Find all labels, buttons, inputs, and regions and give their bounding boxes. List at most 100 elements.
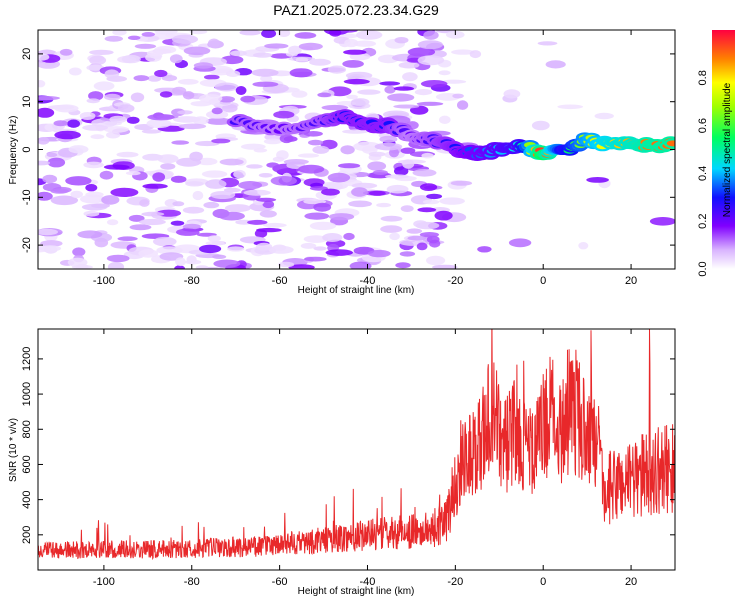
spectrogram-cell <box>312 145 330 154</box>
spectrogram-cell <box>357 89 381 95</box>
spectrogram-cell <box>438 70 451 76</box>
spectrogram-cell <box>264 43 289 49</box>
spectrogram-cell <box>356 30 383 40</box>
spectrogram-cell <box>72 247 86 257</box>
spectrogram-cell <box>207 235 221 242</box>
x-tick-label: -80 <box>184 275 200 287</box>
x-tick-label: 20 <box>625 275 637 287</box>
spectrogram-cell <box>170 220 185 226</box>
spectrogram-cell <box>387 93 415 102</box>
spectrogram-cell <box>304 212 330 220</box>
spectrogram-cell <box>291 90 308 98</box>
spectrogram-cell <box>152 172 166 182</box>
spectrogram-cell <box>104 93 121 101</box>
spectrogram-cell <box>128 214 145 222</box>
spectrogram-cell <box>537 41 558 46</box>
spectrogram-cell <box>42 174 58 184</box>
spectrogram-cell <box>508 238 532 248</box>
spectrogram-cell <box>426 235 440 244</box>
spectrogram-cell <box>340 145 355 155</box>
spectrogram-cell <box>106 131 121 139</box>
spectrogram-cell <box>251 68 279 77</box>
spectrogram-cell <box>196 157 218 166</box>
spectrogram-cell <box>309 221 337 231</box>
spectrogram-cell <box>238 181 263 190</box>
spectrogram-cell <box>185 181 204 187</box>
spectrogram-cell <box>171 140 189 145</box>
spectrogram-cell <box>393 86 414 91</box>
spectrogram-cell <box>223 187 241 193</box>
x-tick-label: -100 <box>93 576 115 588</box>
spectrogram-cell <box>317 92 332 98</box>
spectrogram-cell <box>226 70 241 77</box>
spectrogram-cell <box>205 117 233 125</box>
y-tick-label: 400 <box>21 490 33 508</box>
spectrogram-cell <box>451 49 475 55</box>
spectrogram-cell <box>400 147 416 154</box>
spectrogram-cell <box>117 104 135 113</box>
spectrogram-cell <box>407 235 427 241</box>
spectrogram-cell <box>50 195 79 206</box>
spectrogram-cell <box>545 60 566 69</box>
spectrogram-cell <box>50 188 69 194</box>
spectrogram-cell <box>402 159 415 169</box>
spectrogram-cell <box>82 124 108 131</box>
spectrogram-cell <box>222 103 238 113</box>
spectrogram-cell <box>177 78 199 85</box>
spectrogram-cell <box>259 210 277 218</box>
spectrogram-cell <box>138 218 166 226</box>
spectrogram-cell <box>133 75 150 82</box>
spectrogram-cell <box>289 68 313 78</box>
x-axis-label-top: Height of straight line (km) <box>298 285 415 296</box>
spectrogram-cell <box>309 186 328 191</box>
colorbar-tick-label: 0.0 <box>697 261 709 276</box>
spectrogram-cell <box>286 52 298 57</box>
spectrogram-cell <box>325 249 353 256</box>
spectrogram-cell <box>346 94 358 100</box>
spectrogram-cell <box>38 137 50 145</box>
spectrogram-cell <box>406 228 423 234</box>
spectrogram-cell <box>374 142 403 151</box>
spectrogram-cell <box>379 135 398 143</box>
spectrogram-cell <box>54 130 81 140</box>
y-tick-label: 600 <box>21 455 33 473</box>
x-tick-label: -100 <box>93 275 115 287</box>
spectrogram-cell <box>255 197 277 202</box>
x-tick-label: -20 <box>447 275 463 287</box>
spectrogram-cell <box>255 242 273 251</box>
spectrogram-cell <box>68 67 82 76</box>
spectrogram-cell <box>432 264 458 269</box>
colorbar-tick-label: 0.2 <box>697 214 709 229</box>
spectrogram-cell <box>198 94 223 103</box>
spectrogram-cell <box>313 246 327 251</box>
spectrogram-cell <box>283 159 309 165</box>
spectrogram-cell <box>457 100 469 110</box>
spectrogram-cell <box>422 199 440 205</box>
spectrogram-cell <box>185 259 202 265</box>
spectrogram-cell <box>125 171 141 176</box>
spectrogram-cell <box>268 245 294 254</box>
spectrogram-cell <box>254 229 268 238</box>
spectrogram-cell <box>47 157 66 168</box>
spectrogram-cell <box>138 249 159 258</box>
spectrogram-cell <box>65 176 92 186</box>
spectrogram-cell <box>413 220 428 228</box>
spectrogram-cell <box>178 123 207 130</box>
spectrogram-cell <box>46 152 58 158</box>
spectrogram-cell <box>350 98 370 106</box>
spectrogram-cell <box>439 197 465 205</box>
spectrogram-cell <box>211 138 231 144</box>
spectrogram-cell <box>278 261 295 268</box>
spectrogram-cell <box>121 54 141 64</box>
spectrogram-cell <box>368 151 386 157</box>
spectrogram-cell <box>277 30 291 37</box>
spectrogram-cell <box>279 133 294 144</box>
spectrogram-cell <box>235 86 247 95</box>
spectrogram-cell <box>272 156 285 162</box>
spectrogram-cell <box>270 176 297 186</box>
spectrogram-cell <box>469 50 482 59</box>
spectrogram-cell <box>400 205 414 213</box>
